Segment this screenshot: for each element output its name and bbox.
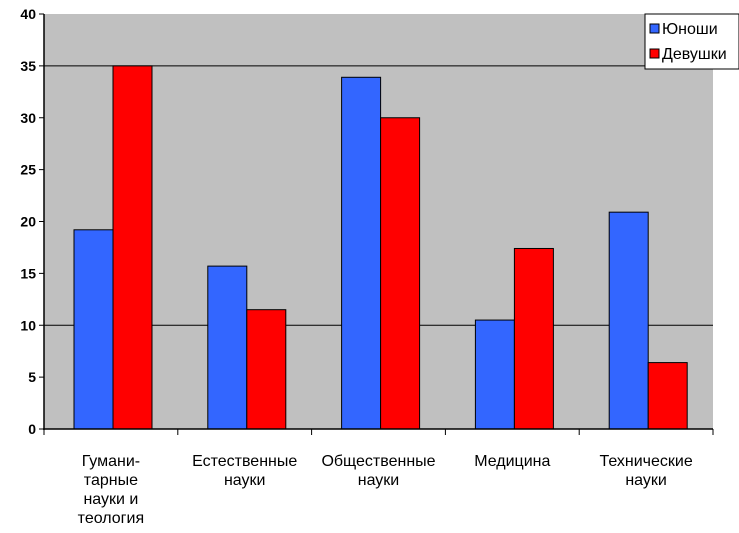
y-tick-label-5: 5 [28,369,36,385]
category-label-3: Медицина [474,453,550,470]
bar-series1-1 [207,265,248,430]
bar-series2-2 [380,117,421,430]
category-labels: Гумани-тарные науки и теология Естественные… [78,453,693,527]
category-label-line: науки [358,472,400,489]
category-label-line: Естественные [192,453,297,470]
category-label-line: науки [625,472,667,489]
y-tick-label-0: 0 [28,421,36,437]
y-tick-label-25: 25 [20,162,36,178]
category-label-line: науки и [83,491,138,508]
category-label-line: науки [224,472,266,489]
bar-series2-3 [513,247,554,430]
legend-swatch-0 [649,23,660,34]
category-label-0: Гумани-тарные науки и теология [78,453,144,527]
y-tick-label-15: 15 [20,265,36,281]
legend-swatch-1 [649,48,660,59]
legend-label-0: Юноши [662,21,718,38]
y-tick-label-10: 10 [20,317,36,333]
bar-series2-1 [246,309,287,430]
axes [39,13,714,435]
legend: Юноши Девушки [644,13,739,70]
legend-box [644,13,739,70]
bar-series1-0 [73,229,114,430]
category-label-line: теология [78,510,144,527]
bar-series1-3 [474,319,515,430]
category-label-line: Технические [599,453,692,470]
bar-series2-0 [112,65,153,430]
y-tick-label-20: 20 [20,214,36,230]
bars [73,65,688,430]
bar-series1-4 [608,211,649,430]
y-tick-label-30: 30 [20,110,36,126]
bar-series2-4 [647,362,688,430]
category-label-2: Общественные науки [321,453,435,489]
category-label-line: Гумани- [82,453,140,470]
category-label-line: Общественные [321,453,435,470]
category-label-line: тарные [84,472,138,489]
y-tick-label-40: 40 [20,6,36,22]
y-tick-label-35: 35 [20,58,36,74]
category-label-line: Медицина [474,453,550,470]
bar-series1-2 [341,76,382,430]
legend-label-1: Девушки [662,46,727,63]
category-label-1: Естественные науки [192,453,297,489]
y-tick-labels: 0 5 10 15 20 25 30 35 40 [20,6,36,437]
category-label-4: Технические науки [599,453,692,489]
